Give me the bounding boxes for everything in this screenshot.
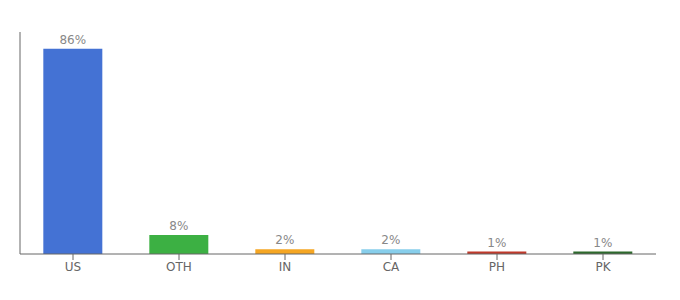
svg-text:PK: PK [595, 260, 611, 274]
svg-text:2%: 2% [275, 233, 294, 247]
svg-text:US: US [65, 260, 81, 274]
svg-text:PH: PH [489, 260, 505, 274]
svg-text:86%: 86% [59, 33, 86, 47]
svg-text:CA: CA [383, 260, 400, 274]
svg-text:2%: 2% [381, 233, 400, 247]
svg-text:OTH: OTH [166, 260, 192, 274]
svg-text:1%: 1% [593, 236, 612, 250]
svg-text:IN: IN [279, 260, 292, 274]
svg-text:8%: 8% [169, 219, 188, 233]
svg-text:1%: 1% [487, 236, 506, 250]
